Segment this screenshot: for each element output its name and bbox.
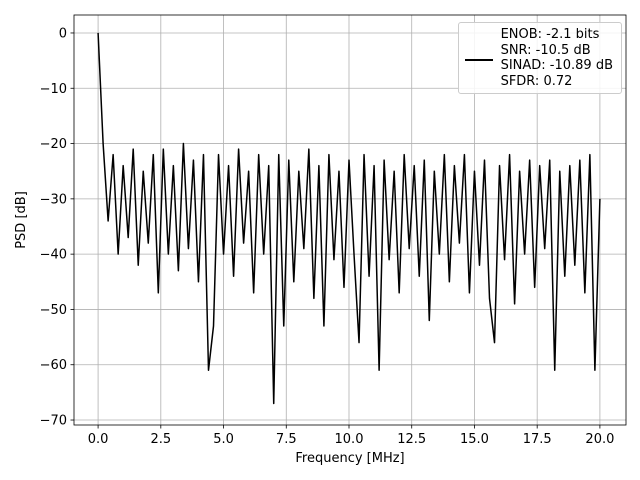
y-tick-label: −40 — [40, 248, 67, 263]
x-tick-label: 5.0 — [213, 432, 234, 447]
y-axis-label: PSD [dB] — [14, 191, 29, 249]
y-tick-label: −10 — [40, 82, 67, 97]
x-tick-label: 20.0 — [585, 432, 614, 447]
y-tick-label: −20 — [40, 137, 67, 152]
y-tick-label: −70 — [40, 414, 67, 429]
legend: ENOB: -2.1 bits SNR: -10.5 dB SINAD: -10… — [457, 22, 622, 94]
x-tick-label: 2.5 — [150, 432, 171, 447]
y-tick-label: −30 — [40, 192, 67, 207]
y-tick-label: 0 — [59, 26, 67, 41]
y-tick-label: −60 — [40, 358, 67, 373]
x-tick-label: 17.5 — [523, 432, 552, 447]
x-tick-label: 7.5 — [276, 432, 297, 447]
x-tick-label: 12.5 — [397, 432, 426, 447]
series-line — [97, 32, 601, 405]
legend-label: ENOB: -2.1 bits SNR: -10.5 dB SINAD: -10… — [500, 27, 613, 89]
x-tick-label: 10.0 — [335, 432, 364, 447]
x-axis-label: Frequency [MHz] — [295, 451, 404, 466]
x-tick-label: 15.0 — [460, 432, 489, 447]
x-tick-label: 0.0 — [88, 432, 109, 447]
legend-swatch — [464, 59, 493, 61]
plot-frame — [73, 14, 627, 426]
y-tick-label: −50 — [40, 303, 67, 318]
